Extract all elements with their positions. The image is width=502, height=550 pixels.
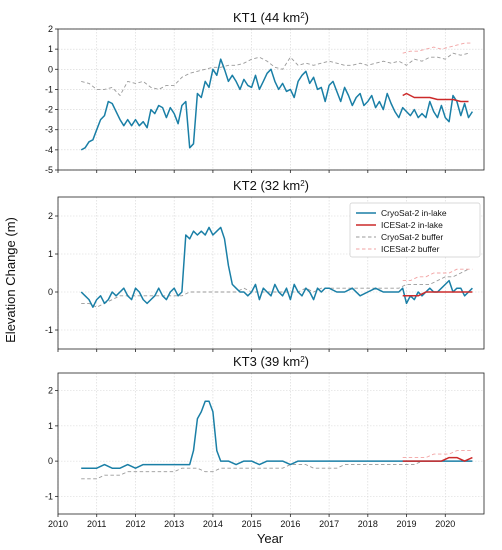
y-tick-label: 0 xyxy=(48,64,53,74)
x-tick-label: 2017 xyxy=(319,519,339,529)
series-line-1 xyxy=(402,92,469,103)
y-tick-label: -3 xyxy=(45,125,53,135)
axes-frame xyxy=(57,372,485,515)
x-tick-label: 2019 xyxy=(397,519,417,529)
series-line-2 xyxy=(81,268,469,308)
x-tick-label: 2016 xyxy=(280,519,300,529)
series-line-3 xyxy=(402,42,473,54)
y-tick-label: -5 xyxy=(45,165,53,175)
y-tick-label: 2 xyxy=(48,386,53,396)
x-tick-label: 2012 xyxy=(125,519,145,529)
series-line-1 xyxy=(402,291,473,297)
x-tick-label: 2018 xyxy=(358,519,378,529)
x-tick-label: 2010 xyxy=(48,519,68,529)
panel-kt3: -1 0 1 2 2010 2011 2012 2013 2014 2015 2016 2017 201… xyxy=(45,354,485,529)
legend-entry: ICESat-2 buffer xyxy=(381,244,440,254)
axes-frame xyxy=(57,196,485,350)
panel-title: KT1 (44 km2) xyxy=(233,10,309,25)
x-tick-label: 2013 xyxy=(164,519,184,529)
y-tick-label: 0 xyxy=(48,456,53,466)
series-line-3 xyxy=(402,268,473,282)
series-line-2 xyxy=(81,52,469,96)
y-tick-label: 1 xyxy=(48,249,53,259)
series-line-2 xyxy=(81,460,469,480)
y-tick-label: 1 xyxy=(48,421,53,431)
y-tick-label: -2 xyxy=(45,105,53,115)
series-line-0 xyxy=(80,58,474,151)
series-line-0 xyxy=(81,400,473,469)
x-tick-label: 2015 xyxy=(242,519,262,529)
legend-entry: CryoSat-2 buffer xyxy=(381,232,443,242)
legend-box xyxy=(349,202,481,258)
axes-frame xyxy=(57,28,485,171)
x-axis-label: Year xyxy=(257,531,284,546)
y-tick-label: 2 xyxy=(48,24,53,34)
y-tick-label: -1 xyxy=(45,84,53,94)
series-line-3 xyxy=(402,450,473,459)
y-tick-label: 2 xyxy=(48,211,53,221)
y-tick-label: -1 xyxy=(45,491,53,501)
y-tick-label: -1 xyxy=(45,325,53,335)
panel-title: KT2 (32 km2) xyxy=(233,178,309,193)
panel-title: KT3 (39 km2) xyxy=(233,354,309,369)
legend-entry: CryoSat-2 in-lake xyxy=(381,208,447,218)
y-axis-label: Elevation Change (m) xyxy=(3,217,18,343)
series-line-0 xyxy=(80,226,473,308)
legend-entry: ICESat-2 in-lake xyxy=(381,220,443,230)
y-tick-label: 1 xyxy=(48,44,53,54)
y-tick-label: 0 xyxy=(48,287,53,297)
panel-kt1: -5 -4 -3 -2 -1 0 1 2 KT1 (44 km2) xyxy=(45,10,485,175)
x-tick-label: 2014 xyxy=(203,519,223,529)
y-tick-label: -4 xyxy=(45,145,53,155)
series-line-1 xyxy=(402,456,473,462)
x-tick-label: 2011 xyxy=(87,519,106,529)
legend: CryoSat-2 in-lake ICESat-2 in-lake CryoSat… xyxy=(349,202,481,258)
x-tick-label: 2020 xyxy=(435,519,455,529)
